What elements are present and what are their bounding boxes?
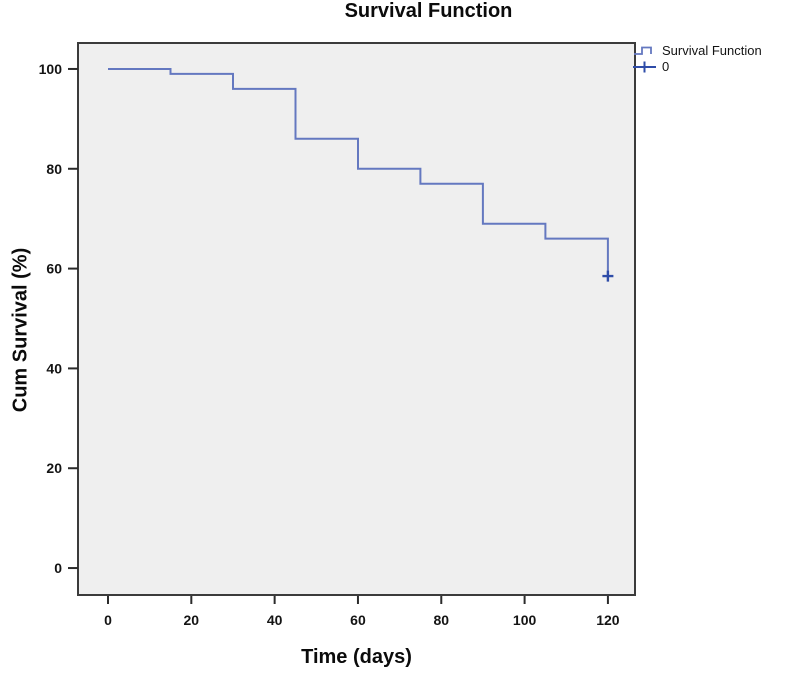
y-tick-label: 40 (46, 360, 62, 376)
legend-label-censored: 0 (662, 59, 670, 74)
x-tick-label: 20 (184, 612, 200, 628)
x-tick-label: 80 (433, 612, 449, 628)
x-tick-label: 0 (104, 612, 112, 628)
x-tick-label: 40 (267, 612, 283, 628)
plus-censor-icon (633, 61, 656, 73)
censor-marker (602, 270, 614, 282)
y-tick-label: 100 (39, 61, 63, 77)
plus-censor-icon-path (633, 61, 656, 73)
plot-background (77, 42, 636, 596)
y-tick-label: 0 (54, 560, 62, 576)
legend-item-censored: 0 (632, 59, 762, 75)
y-tick-label: 80 (46, 161, 62, 177)
y-tick-label: 20 (46, 460, 62, 476)
x-tick-label: 120 (596, 612, 620, 628)
chart-title: Survival Function (344, 0, 513, 22)
step-line-icon (634, 46, 652, 55)
x-tick-label: 100 (513, 612, 537, 628)
survival-curve (108, 68, 609, 274)
legend-item-survival-function: Survival Function (632, 43, 762, 59)
legend-label-survival-function: Survival Function (662, 43, 762, 58)
step-line-icon-path (634, 46, 652, 55)
y-tick-label: 60 (46, 261, 62, 277)
legend: Survival Function 0 (632, 43, 762, 75)
x-tick-label: 60 (350, 612, 366, 628)
x-axis-title: Time (days) (301, 646, 412, 668)
